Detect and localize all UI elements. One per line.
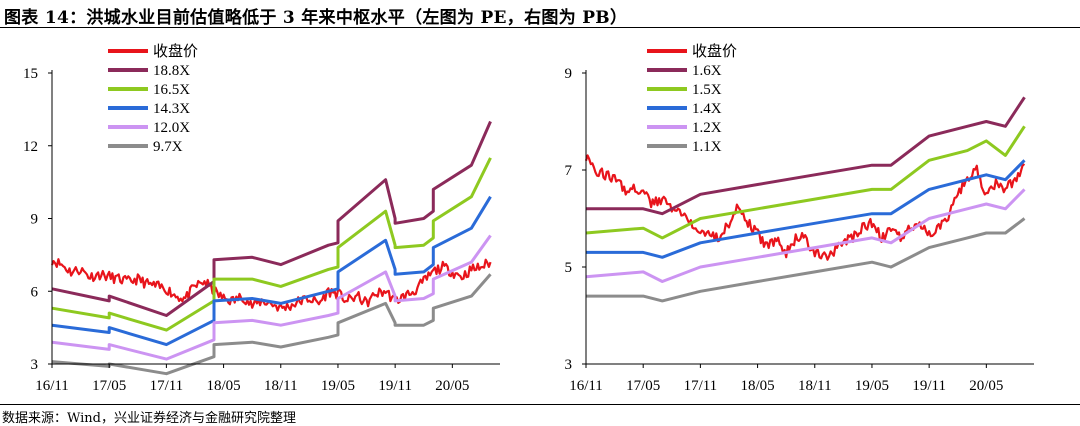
figure-title: 图表 14：洪城水业目前估值略低于 3 年来中枢水平（左图为 PE，右图为 PB… bbox=[4, 8, 628, 28]
charts-canvas: 3 6 9 12 15 16/11 17/05 17/11 18/05 18/11 19/05 19/… bbox=[23, 42, 1034, 394]
source-note: 数据来源：Wind，兴业证券经济与金融研究院整理 bbox=[2, 411, 296, 426]
legend-label-1-6X: 1.6X bbox=[692, 63, 722, 79]
x-tick-label: 16/11 bbox=[35, 378, 69, 394]
series-group bbox=[50, 120, 492, 376]
legend: 收盘价 18.8X 16.5X 14.3X 12.0X 9.7X bbox=[108, 42, 198, 155]
legend-label-9-7X: 9.7X bbox=[153, 139, 183, 155]
x-tick-label: 18/11 bbox=[264, 378, 298, 394]
title-divider bbox=[0, 27, 1080, 28]
series-line-14-3X bbox=[51, 195, 492, 347]
y-tick-label: 7 bbox=[565, 163, 573, 179]
x-tick-label: 18/05 bbox=[740, 378, 774, 394]
x-tick-label: 17/05 bbox=[92, 378, 126, 394]
pb-band-chart: 3 5 7 9 16/11 17/05 17/11 18/05 18/11 19/05 19/11 2… bbox=[565, 42, 1034, 394]
legend-label-1-4X: 1.4X bbox=[692, 101, 722, 117]
series-line-1-6X bbox=[586, 96, 1026, 216]
series-line-- bbox=[584, 154, 1026, 261]
y-tick-label: 3 bbox=[565, 357, 573, 373]
series-line-1-1X bbox=[586, 217, 1026, 303]
legend: 收盘价 1.6X 1.5X 1.4X 1.2X 1.1X bbox=[647, 42, 737, 155]
x-tick-label: 19/05 bbox=[855, 378, 889, 394]
series-line-1-2X bbox=[585, 188, 1026, 283]
x-tick-label: 17/05 bbox=[626, 378, 660, 394]
x-tick-label: 17/11 bbox=[684, 378, 718, 394]
source-divider bbox=[0, 404, 1080, 405]
x-tick-label: 16/11 bbox=[569, 378, 603, 394]
x-tick-label: 20/05 bbox=[435, 378, 469, 394]
series-line-9-7X bbox=[51, 273, 492, 376]
y-tick-label: 3 bbox=[31, 357, 39, 373]
series-line-16-5X bbox=[51, 157, 492, 332]
legend-label-16-5X: 16.5X bbox=[153, 82, 190, 98]
series-line-- bbox=[50, 258, 492, 312]
x-tick-label: 20/05 bbox=[969, 378, 1003, 394]
y-tick-label: 5 bbox=[565, 260, 573, 276]
y-tick-label: 9 bbox=[565, 66, 573, 82]
x-tick-label: 19/05 bbox=[321, 378, 355, 394]
series-group bbox=[584, 96, 1026, 303]
series-line-12-0X bbox=[51, 234, 492, 361]
pe-band-chart: 3 6 9 12 15 16/11 17/05 17/11 18/05 18/11 19/05 19/… bbox=[23, 42, 500, 394]
series-line-1-5X bbox=[585, 125, 1026, 240]
x-tick-label: 18/11 bbox=[798, 378, 832, 394]
series-line-18-8X bbox=[51, 120, 492, 317]
x-tick-label: 19/11 bbox=[378, 378, 412, 394]
y-tick-label: 12 bbox=[23, 139, 38, 155]
x-tick-label: 18/05 bbox=[206, 378, 240, 394]
legend-label--: 收盘价 bbox=[692, 42, 737, 60]
y-tick-label: 15 bbox=[23, 66, 38, 82]
series-line-1-4X bbox=[586, 159, 1026, 259]
y-tick-label: 9 bbox=[31, 212, 39, 228]
legend-label--: 收盘价 bbox=[153, 42, 198, 60]
legend-label-1-1X: 1.1X bbox=[692, 139, 722, 155]
legend-label-18-8X: 18.8X bbox=[153, 63, 190, 79]
legend-label-1-2X: 1.2X bbox=[692, 120, 722, 136]
legend-label-14-3X: 14.3X bbox=[153, 101, 190, 117]
x-tick-label: 17/11 bbox=[150, 378, 184, 394]
y-tick-label: 6 bbox=[31, 284, 39, 300]
x-tick-label: 19/11 bbox=[912, 378, 946, 394]
legend-label-12-0X: 12.0X bbox=[153, 120, 190, 136]
legend-label-1-5X: 1.5X bbox=[692, 82, 722, 98]
